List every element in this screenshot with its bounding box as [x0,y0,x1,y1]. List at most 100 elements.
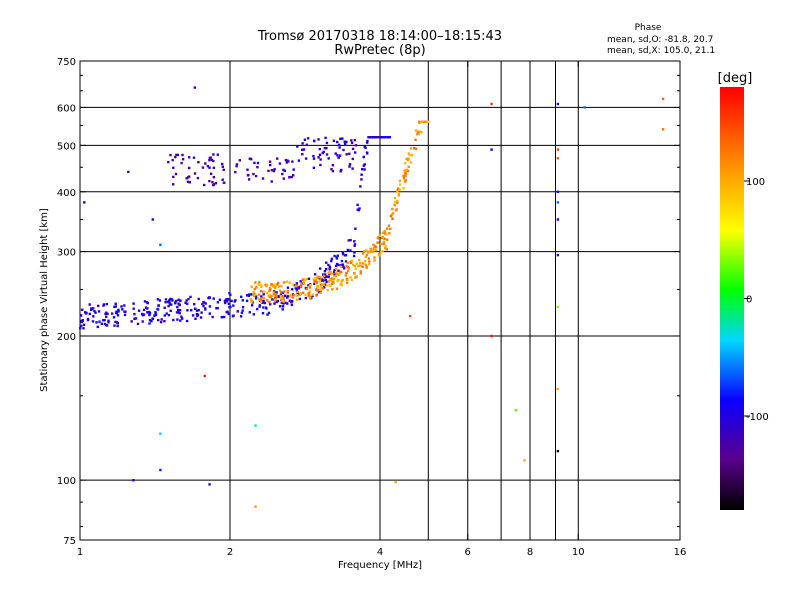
data-point [406,169,410,173]
data-point [254,505,257,508]
data-point [307,291,310,295]
data-point [305,287,308,291]
data-point [189,295,192,299]
data-point [117,308,120,312]
data-point [405,168,408,172]
data-point [274,283,277,286]
data-point [385,248,388,251]
data-point [374,245,378,249]
data-point [361,262,365,265]
data-point [127,170,130,174]
data-point [337,269,340,272]
data-point [116,324,119,328]
data-point [299,285,303,288]
data-point [335,256,338,259]
data-point [187,297,190,301]
data-point [301,291,305,294]
data-point [277,295,280,299]
data-point [148,313,151,317]
data-point [304,157,308,160]
data-point [373,259,376,262]
data-point [294,286,297,290]
data-point [382,242,386,245]
data-point [245,294,249,297]
data-point [259,300,263,304]
data-point [490,148,493,151]
data-point [376,136,379,139]
data-point [163,314,166,317]
data-point [290,303,294,307]
data-point [132,479,135,482]
data-point [202,304,205,308]
data-point [299,280,302,283]
data-point [215,307,218,310]
data-point [402,177,406,180]
data-point [307,284,310,287]
data-point [418,121,421,125]
data-point [196,313,199,316]
data-point [346,269,350,273]
data-point [254,424,257,427]
info-line-x: mean, sd,X: 105.0, 21.1 [607,46,715,56]
data-point [333,270,336,274]
data-point [340,283,343,286]
data-point [417,133,420,136]
data-point [354,267,357,271]
data-point [103,318,106,322]
data-point [367,257,371,260]
data-point [381,231,384,234]
data-point [403,180,407,183]
data-point [130,320,133,323]
data-point [203,183,206,187]
data-point [364,146,367,150]
data-point [268,160,272,163]
data-point [556,253,560,257]
x-axis-ticks: 1 2 4 6 8 10 16 [77,61,686,558]
data-point [257,282,261,286]
data-point [342,148,345,152]
data-point [148,319,152,322]
data-point [334,274,338,277]
data-point [321,287,324,290]
data-point [196,176,200,180]
data-point [247,173,250,177]
data-point [330,257,334,260]
data-point [295,285,298,288]
data-point [323,286,326,289]
data-point [208,159,211,162]
data-point [338,271,342,275]
data-point [163,320,166,323]
data-point [250,300,253,304]
data-point [279,305,282,308]
data-point [325,280,328,283]
data-point [360,178,363,181]
data-point [327,157,330,160]
data-point [178,303,181,307]
data-point [283,169,286,172]
data-point [279,294,282,298]
colorbar: [deg] 100 0 -100 [718,71,769,510]
data-point [345,265,348,268]
data-point [262,296,266,300]
data-point [151,218,154,221]
data-point [166,300,170,304]
data-point [174,155,177,159]
data-point [82,323,86,326]
data-point [393,200,397,204]
data-point [330,273,333,276]
data-point [335,287,339,290]
data-point [248,311,251,314]
data-point [273,298,276,301]
data-point [337,143,341,147]
data-point [277,281,280,284]
data-point [383,237,386,240]
colorbar-tick-label: -100 [746,412,769,423]
data-point [373,256,376,259]
data-point [301,148,304,151]
data-point [385,227,389,230]
data-point [159,320,163,324]
data-point [339,137,342,140]
data-point [353,244,356,247]
data-point [297,287,300,290]
data-point [339,265,343,268]
